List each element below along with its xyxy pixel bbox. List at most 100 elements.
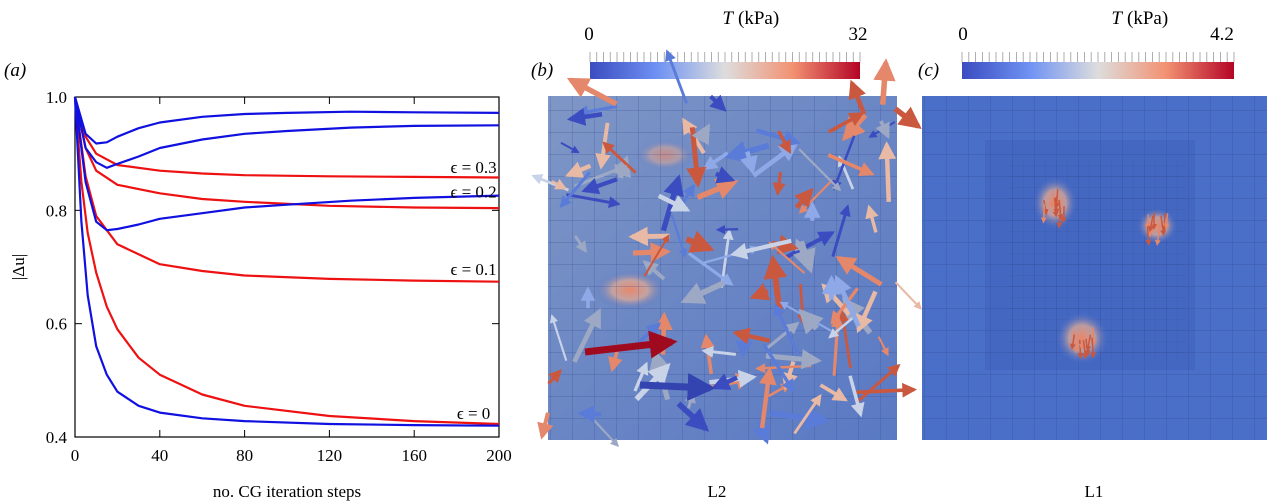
arrow-glyph xyxy=(873,58,896,105)
arrow-glyphs xyxy=(531,49,922,448)
series-layer xyxy=(73,96,500,427)
arrow-glyph xyxy=(762,343,795,394)
arrow-glyph xyxy=(573,235,587,254)
arrow-glyph xyxy=(602,141,637,174)
arrow-glyph xyxy=(764,321,800,351)
colorbar-c-symbol: T xyxy=(1111,8,1123,29)
arrow-glyph xyxy=(701,345,737,358)
arrow-glyph xyxy=(702,151,729,171)
arrow-glyph xyxy=(676,401,710,432)
arrow-glyph xyxy=(865,204,879,233)
arrow-glyph xyxy=(1163,213,1170,230)
arrow-glyph xyxy=(792,240,816,274)
colorbar-b-symbol: T xyxy=(722,8,734,29)
arrow-glyph xyxy=(768,241,806,274)
arrow-glyph xyxy=(628,226,670,247)
epsilon-annotation: ϵ = 0.3 xyxy=(450,158,496,177)
hotspot xyxy=(1137,208,1177,244)
arrow-glyph xyxy=(549,314,568,362)
arrow-glyph xyxy=(1082,340,1089,360)
arrow-glyph xyxy=(793,393,822,435)
arrow-glyph xyxy=(1090,337,1097,359)
blue-series-line xyxy=(73,96,500,232)
colorbar-b-unit: (kPa) xyxy=(738,8,779,29)
y-axis-label: |Δu| xyxy=(9,254,28,280)
y-tick-label: 0.6 xyxy=(46,315,67,334)
x-axis: 0 40 80 120 160 200 xyxy=(71,97,512,465)
arrow-glyph xyxy=(685,230,715,253)
arrow-glyphs xyxy=(1040,189,1170,360)
arrow-glyph xyxy=(696,178,739,200)
arrow-glyph xyxy=(848,375,865,418)
colorbar-c: T (kPa) 0 4.2 xyxy=(958,8,1235,79)
arrow-glyph xyxy=(878,141,897,202)
arrow-glyph xyxy=(560,141,580,154)
y-tick-label: 0.4 xyxy=(46,428,68,447)
arrow-glyph xyxy=(1049,190,1056,209)
arrow-glyph xyxy=(566,77,618,107)
arrow-glyph xyxy=(1150,212,1157,230)
arrow-glyph xyxy=(765,349,822,370)
arrow-glyph xyxy=(1084,338,1091,357)
epsilon-annotation: ϵ = 0 xyxy=(457,404,490,423)
arrow-glyph xyxy=(1053,189,1060,209)
arrow-glyph xyxy=(687,252,734,286)
arrow-glyph xyxy=(827,153,875,177)
arrow-glyph xyxy=(633,361,649,392)
arrow-glyph xyxy=(894,281,922,310)
y-tick-label: 0.8 xyxy=(46,201,67,220)
arrow-glyph xyxy=(772,171,786,196)
field-l1 xyxy=(922,96,1267,440)
arrow-glyph xyxy=(819,383,848,402)
arrow-glyph xyxy=(1154,225,1161,246)
colorbar-c-max: 4.2 xyxy=(1210,24,1234,45)
arrow-glyph xyxy=(1042,199,1049,216)
field-l2 xyxy=(531,49,922,448)
arrow-glyph xyxy=(794,187,814,210)
arrow-glyph xyxy=(1057,199,1064,221)
panel-b-caption: L2 xyxy=(708,482,727,501)
x-tick-label: 40 xyxy=(151,446,168,465)
arrow-glyph xyxy=(759,366,777,429)
colorbar-b: T (kPa) 0 32 xyxy=(584,8,868,79)
arrow-glyph xyxy=(572,308,602,363)
arrow-glyph xyxy=(838,310,852,369)
arrow-glyph xyxy=(715,224,739,235)
epsilon-annotation: ϵ = 0.2 xyxy=(450,182,496,201)
arrow-glyph xyxy=(831,314,844,376)
arrow-glyph xyxy=(855,363,901,404)
colorbar-c-unit: (kPa) xyxy=(1127,8,1168,29)
arrow-glyph xyxy=(550,178,568,190)
arrow-glyph xyxy=(831,204,851,258)
arrow-glyph xyxy=(643,234,670,277)
arrow-glyph xyxy=(834,274,861,328)
plot-frame xyxy=(74,96,500,438)
arrow-glyph xyxy=(740,150,758,175)
annotations: ϵ = 0.3 ϵ = 0.2 ϵ = 0.1 ϵ = 0 xyxy=(450,158,496,423)
arrow-glyph xyxy=(566,193,621,209)
x-tick-label: 120 xyxy=(317,446,343,465)
arrow-glyph xyxy=(798,148,842,192)
x-tick-label: 200 xyxy=(486,446,512,465)
colorbar-b-min: 0 xyxy=(584,24,594,45)
arrow-glyph xyxy=(1144,214,1151,230)
arrow-glyph xyxy=(749,283,771,301)
arrow-glyph xyxy=(1060,206,1067,224)
arrow-glyph xyxy=(732,327,771,345)
mesh-grid xyxy=(548,96,897,440)
x-tick-label: 80 xyxy=(236,446,253,465)
arrow-glyph xyxy=(730,238,792,260)
arrow-glyph xyxy=(1145,226,1152,246)
arrow-glyph xyxy=(724,140,770,163)
y-tick-label: 1.0 xyxy=(46,88,67,107)
arrow-glyph xyxy=(893,106,922,129)
arrow-glyph xyxy=(856,382,918,398)
arrow-glyph xyxy=(1069,334,1076,350)
y-axis: 0.4 0.6 0.8 1.0 xyxy=(46,88,499,447)
arrow-glyph xyxy=(835,256,883,287)
colorbar-b-max: 32 xyxy=(849,24,868,45)
red-series-line xyxy=(73,96,500,179)
colorbar-b-ticks xyxy=(589,52,861,62)
blue-series-line xyxy=(73,96,500,169)
